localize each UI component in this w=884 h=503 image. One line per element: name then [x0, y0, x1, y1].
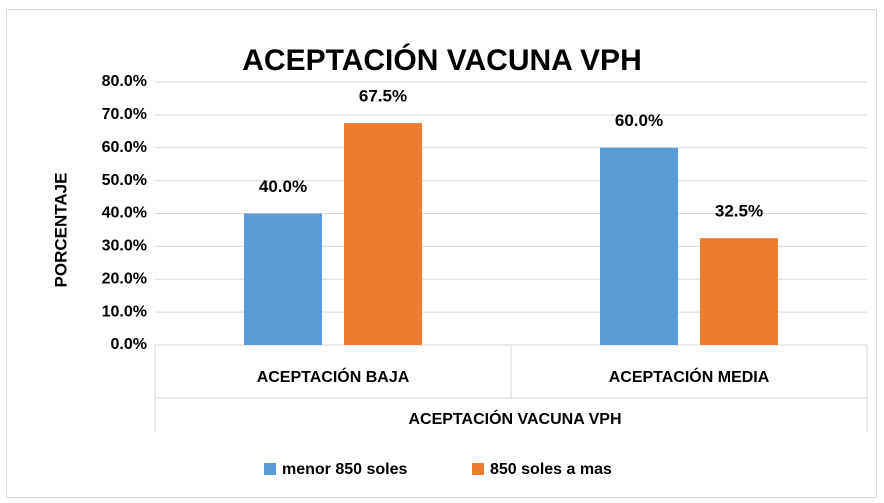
legend-swatch: [472, 463, 484, 475]
legend-swatch: [264, 463, 276, 475]
y-tick-label: 30.0%: [102, 238, 147, 255]
bar: [344, 123, 422, 345]
y-tick-label: 60.0%: [102, 139, 147, 156]
y-tick-label: 10.0%: [102, 303, 147, 320]
x-axis-label: ACEPTACIÓN VACUNA VPH: [408, 409, 621, 428]
data-label: 32.5%: [715, 202, 763, 221]
y-tick-label: 20.0%: [102, 270, 147, 287]
y-tick-label: 0.0%: [111, 336, 147, 353]
y-tick-label: 40.0%: [102, 205, 147, 222]
data-label: 67.5%: [359, 87, 407, 106]
data-label: 60.0%: [615, 111, 663, 130]
y-tick-label: 80.0%: [102, 73, 147, 90]
legend-label: menor 850 soles: [282, 461, 408, 478]
y-tick-label: 50.0%: [102, 172, 147, 189]
legend-label: 850 soles a mas: [490, 461, 612, 478]
y-tick-label: 70.0%: [102, 106, 147, 123]
bar: [700, 238, 778, 345]
chart-title: ACEPTACIÓN VACUNA VPH: [242, 43, 641, 77]
y-axis-label: PORCENTAJE: [51, 173, 70, 288]
data-label: 40.0%: [259, 177, 307, 196]
bar: [600, 147, 678, 345]
bar: [244, 213, 322, 345]
x-tick-label: ACEPTACIÓN MEDIA: [609, 367, 770, 386]
x-tick-label: ACEPTACIÓN BAJA: [257, 367, 410, 386]
